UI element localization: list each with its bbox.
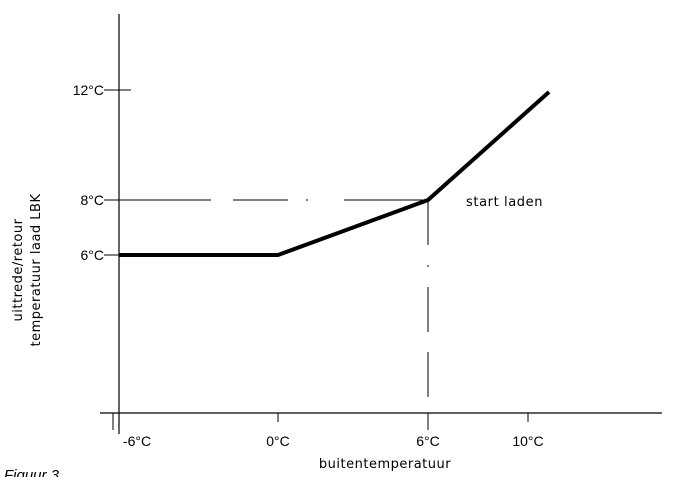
series-line-0 [119,90,551,257]
series-layer [118,90,551,257]
reference-lines [106,199,429,430]
annotation-start-laden: start laden [466,195,543,210]
y-axis-title-line2: temperatuur laad LBK [29,194,44,347]
y-tick-label-6: 6°C [81,247,105,263]
x-tick-label-0: 0°C [266,433,290,449]
figure-caption: Figuur 3 [4,467,60,477]
y-tick-label-8: 8°C [81,192,105,208]
x-ticks: -6°C 0°C 6°C 10°C [112,413,544,449]
x-tick-label-6: 6°C [416,433,440,449]
x-axis-title: buitentemperatuur [319,457,451,472]
x-tick-label-10: 10°C [512,433,543,449]
y-tick-label-12: 12°C [73,82,104,98]
y-axis-title-line1: uittrede/retour [11,218,26,321]
y-ticks: 6°C 8°C 12°C [73,82,131,263]
x-tick-label--6: -6°C [123,433,151,449]
